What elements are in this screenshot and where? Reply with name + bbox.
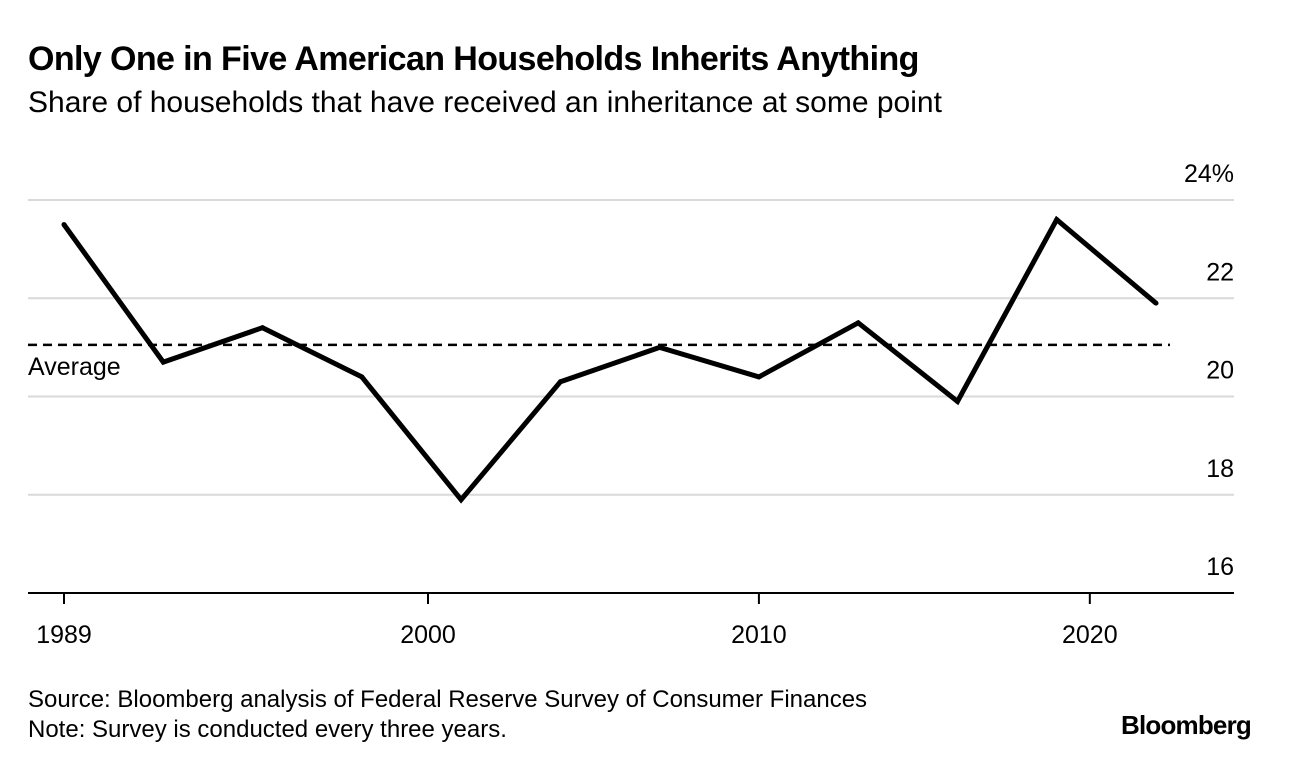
series-line-0 bbox=[61, 215, 1158, 504]
chart-title: Only One in Five American Households Inh… bbox=[28, 40, 919, 78]
y-tick-label-22: 22 bbox=[1206, 258, 1234, 286]
data-point-2001 bbox=[458, 497, 464, 503]
y-tick-label-16: 16 bbox=[1206, 553, 1234, 581]
x-tick-label-2010: 2010 bbox=[731, 621, 787, 649]
average-label: Average bbox=[28, 353, 121, 381]
x-tick-label-2000: 2000 bbox=[400, 621, 456, 649]
y-tick-label-20: 20 bbox=[1206, 357, 1234, 385]
data-point-2007 bbox=[657, 344, 663, 350]
chart-subtitle: Share of households that have received a… bbox=[28, 86, 942, 119]
survey-note: Note: Survey is conducted every three ye… bbox=[28, 716, 507, 743]
data-point-1998 bbox=[359, 374, 365, 380]
y-tick-label-18: 18 bbox=[1206, 455, 1234, 483]
source-note: Source: Bloomberg analysis of Federal Re… bbox=[28, 686, 868, 713]
y-tick-label-24: 24% bbox=[1184, 160, 1234, 188]
x-tick-label-2020: 2020 bbox=[1062, 621, 1118, 649]
bloomberg-logo: Bloomberg bbox=[1120, 710, 1252, 740]
data-point-1992 bbox=[160, 359, 166, 365]
data-point-2004 bbox=[557, 379, 563, 385]
data-point-2010 bbox=[756, 374, 762, 380]
x-tick-label-1989: 1989 bbox=[36, 621, 92, 649]
data-point-2013 bbox=[855, 320, 861, 326]
data-point-1989 bbox=[61, 222, 67, 228]
data-point-2022 bbox=[1153, 300, 1159, 306]
data-point-2019 bbox=[1054, 217, 1060, 223]
data-point-1995 bbox=[260, 325, 266, 331]
data-point-2016 bbox=[954, 398, 960, 404]
